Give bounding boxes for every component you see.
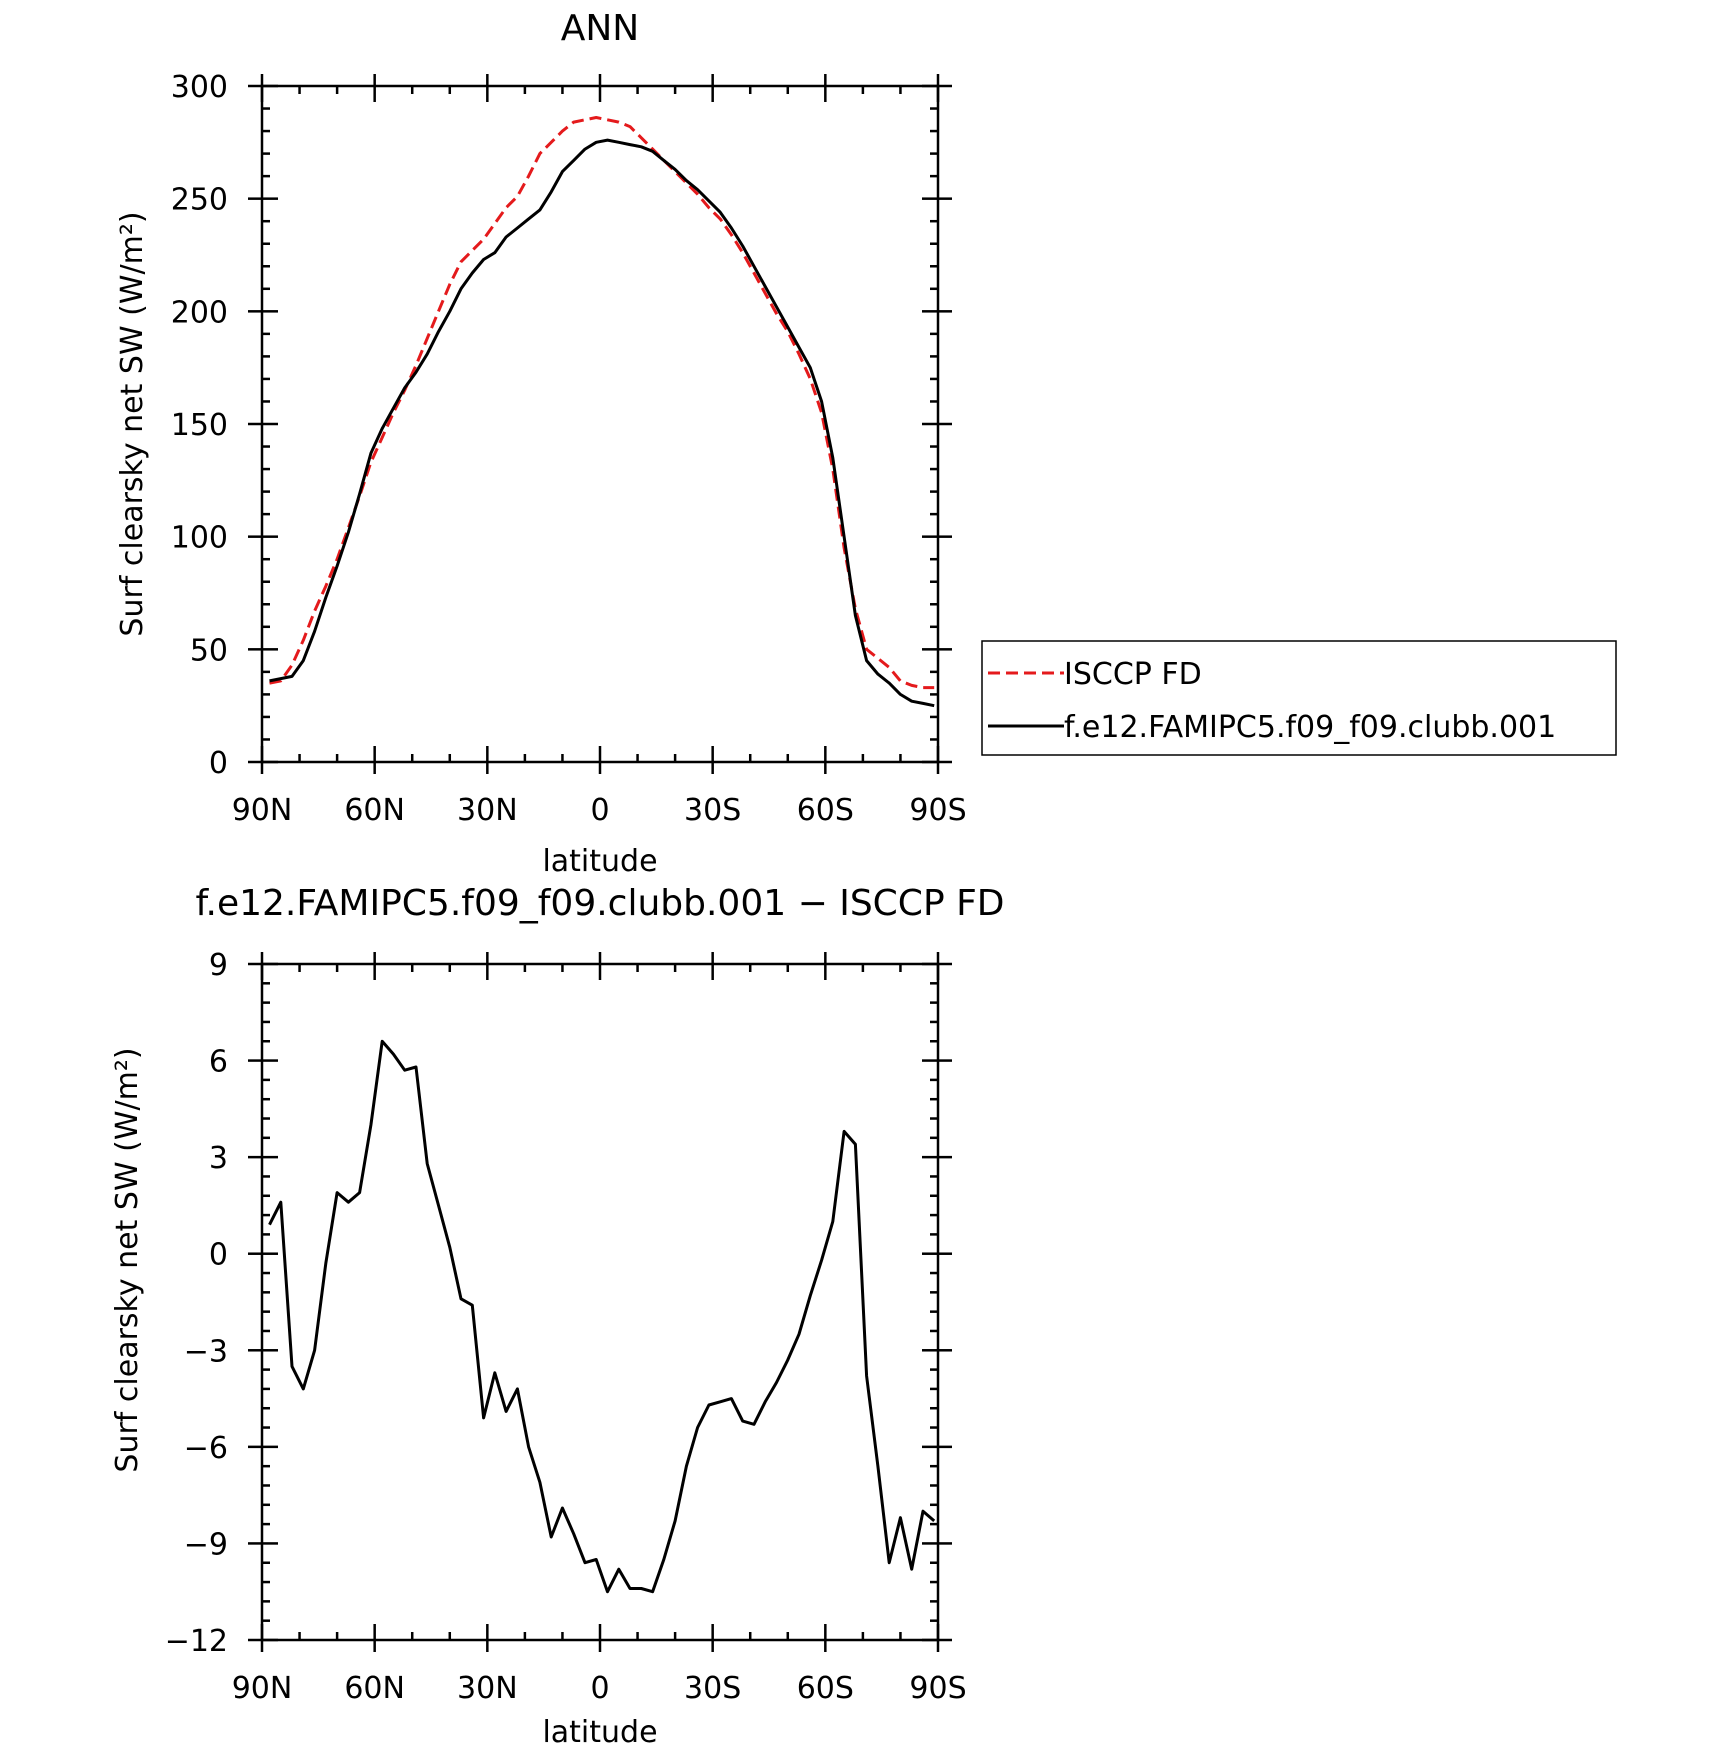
top-chart-legend: ISCCP FD f.e12.FAMIPC5.f09_f09.clubb.001 [981, 640, 1617, 756]
bottom-chart-title: f.e12.FAMIPC5.f09_f09.clubb.001 − ISCCP … [195, 883, 1004, 924]
top-xtick-label: 0 [590, 793, 609, 828]
top-chart-plot-area: 90N 60N 30N 0 30S 60S 90S 0 50 100 150 200 250 300 [171, 70, 967, 828]
bottom-chart-frame [260, 962, 940, 1642]
legend-label-model: f.e12.FAMIPC5.f09_f09.clubb.001 [1064, 710, 1556, 745]
top-ytick-label: 250 [171, 183, 228, 218]
top-xtick-label: 60S [797, 793, 854, 828]
bottom-ytick-label: 0 [209, 1238, 228, 1273]
legend-box [981, 640, 1617, 756]
legend-label-isccp: ISCCP FD [1064, 657, 1202, 692]
top-chart-frame [260, 84, 940, 764]
bottom-ytick-label: 6 [209, 1045, 228, 1080]
top-xtick-label: 30N [457, 793, 518, 828]
top-ytick-label: 200 [171, 295, 228, 330]
bottom-xtick-label: 60N [344, 1671, 405, 1706]
top-chart: ANN 90N 60N 30N 0 30S 60S 90S 0 50 100 150 200 250 30… [115, 8, 1617, 879]
bottom-ytick-label: 9 [209, 948, 228, 983]
top-chart-xlabel: latitude [542, 844, 657, 879]
top-ytick-label: 300 [171, 70, 228, 105]
bottom-xtick-label: 30S [684, 1671, 741, 1706]
bottom-chart-series [268, 1039, 936, 1594]
top-xtick-label: 60N [344, 793, 405, 828]
bottom-xtick-label: 60S [797, 1671, 854, 1706]
bottom-xtick-label: 90N [232, 1671, 293, 1706]
bottom-chart-plot-area: 90N 60N 30N 0 30S 60S 90S −12 −9 −6 −3 0 3 6 9 [165, 948, 967, 1706]
bottom-chart: f.e12.FAMIPC5.f09_f09.clubb.001 − ISCCP … [110, 883, 1005, 1745]
bottom-ytick-label: −12 [165, 1624, 228, 1659]
bottom-ytick-label: −3 [184, 1334, 228, 1369]
bottom-xtick-label: 90S [909, 1671, 966, 1706]
bottom-series-line-0 [268, 1039, 936, 1594]
bottom-ytick-label: −6 [184, 1431, 228, 1466]
top-series-line-0 [269, 116, 935, 690]
bottom-ytick-label: −9 [184, 1527, 228, 1562]
top-ytick-label: 100 [171, 521, 228, 556]
top-chart-title: ANN [561, 8, 640, 49]
top-series-line-1 [269, 138, 935, 708]
top-ytick-label: 50 [190, 633, 228, 668]
bottom-xtick-label: 30N [457, 1671, 518, 1706]
top-chart-series [269, 116, 935, 708]
bottom-chart-xlabel: latitude [542, 1715, 657, 1745]
top-xtick-label: 90S [909, 793, 966, 828]
top-ytick-label: 150 [171, 408, 228, 443]
top-xtick-label: 90N [232, 793, 293, 828]
top-chart-ylabel: Surf clearsky net SW (W/m²) [115, 211, 150, 636]
top-ytick-label: 0 [209, 746, 228, 781]
bottom-xtick-label: 0 [590, 1671, 609, 1706]
bottom-chart-ylabel: Surf clearsky net SW (W/m²) [110, 1047, 145, 1472]
bottom-ytick-label: 3 [209, 1141, 228, 1176]
top-xtick-label: 30S [684, 793, 741, 828]
